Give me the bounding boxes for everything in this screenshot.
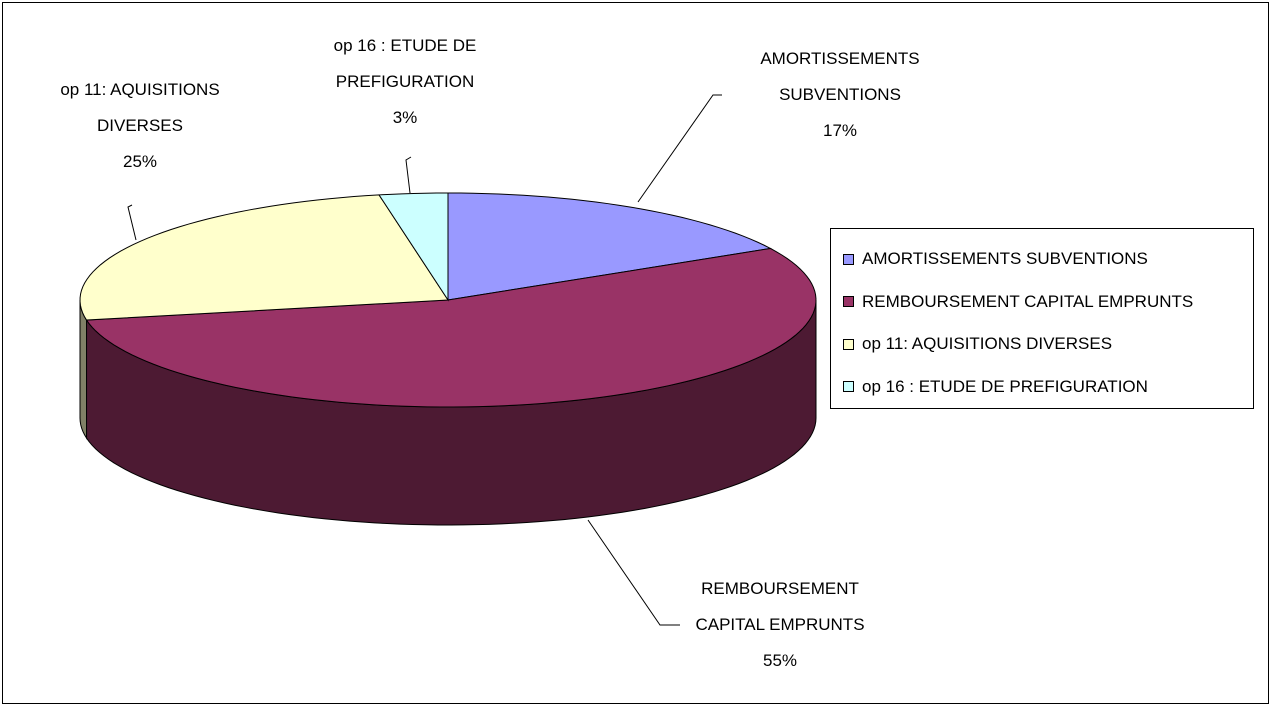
leader-line <box>587 519 680 626</box>
legend-swatch <box>843 381 854 392</box>
pie-slice <box>378 192 449 302</box>
data-label: op 16 : ETUDE DE PREFIGURATION 3% <box>303 28 508 136</box>
legend-label: REMBOURSEMENT CAPITAL EMPRUNTS <box>862 291 1194 311</box>
legend: AMORTISSEMENTS SUBVENTIONS REMBOURSEMENT … <box>830 228 1254 409</box>
data-label: op 11: AQUISITIONS DIVERSES 25% <box>33 72 248 180</box>
pie-slice <box>85 247 817 408</box>
legend-item: op 16 : ETUDE DE PREFIGURATION <box>843 377 1148 397</box>
leader-line <box>127 204 137 241</box>
pie-slice <box>447 192 773 301</box>
legend-item: REMBOURSEMENT CAPITAL EMPRUNTS <box>843 292 1193 312</box>
leader-line <box>637 94 722 203</box>
data-label-name: AMORTISSEMENTS SUBVENTIONS <box>760 49 920 104</box>
pie-slice <box>79 194 449 321</box>
data-label-value: 17% <box>822 121 858 140</box>
data-label-value: 55% <box>762 651 798 670</box>
pie-tops <box>79 192 817 408</box>
leader-line <box>405 156 412 194</box>
legend-label: op 16 : ETUDE DE PREFIGURATION <box>862 376 1148 396</box>
data-label-value: 3% <box>392 108 418 127</box>
pie-slice-side <box>79 299 88 440</box>
data-label-name: op 11: AQUISITIONS DIVERSES <box>60 80 220 135</box>
data-label-name: REMBOURSEMENT CAPITAL EMPRUNTS <box>695 579 865 634</box>
legend-item: op 11: AQUISITIONS DIVERSES <box>843 334 1112 354</box>
data-label-value: 25% <box>122 152 158 171</box>
legend-swatch <box>843 296 854 307</box>
data-label: REMBOURSEMENT CAPITAL EMPRUNTS 55% <box>665 571 895 679</box>
data-label-name: op 16 : ETUDE DE PREFIGURATION <box>333 36 477 91</box>
data-label: AMORTISSEMENTS SUBVENTIONS 17% <box>725 41 955 149</box>
legend-swatch <box>843 253 854 265</box>
legend-label: AMORTISSEMENTS SUBVENTIONS <box>862 249 1148 268</box>
legend-swatch <box>843 338 854 350</box>
legend-item: AMORTISSEMENTS SUBVENTIONS <box>843 249 1148 269</box>
legend-label: op 11: AQUISITIONS DIVERSES <box>862 334 1113 353</box>
